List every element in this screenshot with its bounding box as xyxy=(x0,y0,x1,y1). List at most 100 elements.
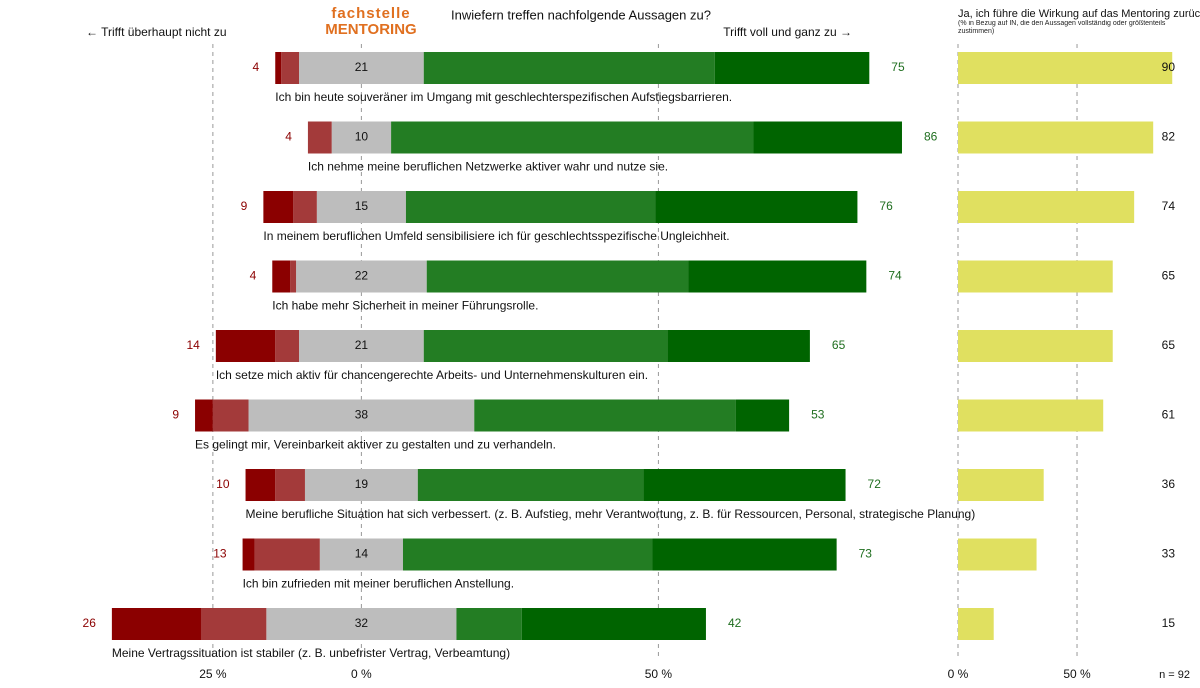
side-subtitle-box: (% in Bezug auf IN, die den Aussagen vol… xyxy=(958,20,1166,35)
statement: Ich nehme meine beruflichen Netzwerke ak… xyxy=(308,160,668,174)
disagree-label: 10 xyxy=(216,477,230,491)
left-label: ← Trifft überhaupt nicht zu xyxy=(86,25,227,39)
x-tick-label: 50 % xyxy=(1063,667,1091,681)
agree-label: 42 xyxy=(728,616,742,630)
bar-segment xyxy=(714,52,870,84)
bar-segment xyxy=(281,52,300,84)
agree-label: 53 xyxy=(811,408,825,422)
side-title: Ja, ich führe die Wirkung auf das Mentor… xyxy=(958,8,1200,20)
bar-segment xyxy=(212,399,249,432)
bar-segment xyxy=(655,191,858,223)
bar-segment xyxy=(753,121,902,154)
bar-segment xyxy=(304,469,418,501)
x-tick-label: 0 % xyxy=(948,667,969,681)
bar-segment xyxy=(426,260,689,293)
bar xyxy=(958,608,994,640)
agree-label: 72 xyxy=(868,477,882,491)
bar-segment xyxy=(266,608,457,640)
bar-segment xyxy=(643,469,846,501)
neutral-label: 14 xyxy=(355,547,369,561)
neutral-label: 21 xyxy=(355,60,369,74)
bar-segment xyxy=(263,191,294,223)
disagree-label: 4 xyxy=(253,60,260,74)
bar-segment xyxy=(215,330,276,362)
bar-segment xyxy=(195,399,213,432)
bar-segment xyxy=(296,260,427,293)
bar-segment xyxy=(652,538,837,571)
bar-segment xyxy=(299,330,424,362)
bar xyxy=(958,538,1037,571)
statement: Ich bin zufrieden mit meiner beruflichen… xyxy=(243,577,514,591)
disagree-label: 4 xyxy=(285,130,292,144)
bar-segment xyxy=(290,260,297,293)
disagree-label: 26 xyxy=(83,616,97,630)
x-tick-label: 50 % xyxy=(645,667,673,681)
agree-label: 65 xyxy=(832,338,846,352)
x-tick-label: 0 % xyxy=(351,667,372,681)
bar-segment xyxy=(521,608,706,640)
bar-segment xyxy=(735,399,790,432)
statement: Ich habe mehr Sicherheit in meiner Führu… xyxy=(272,299,538,313)
statement: In meinem beruflichen Umfeld sensibilisi… xyxy=(263,229,729,243)
value-label: 33 xyxy=(1162,547,1176,561)
statement: Ich setze mich aktiv für chancengerechte… xyxy=(216,368,648,382)
value-label: 65 xyxy=(1162,269,1176,283)
value-label: 82 xyxy=(1162,130,1176,144)
neutral-label: 38 xyxy=(355,408,369,422)
bar-segment xyxy=(275,52,282,84)
bar xyxy=(958,121,1154,154)
bar-segment xyxy=(667,330,810,362)
chart-title: Inwiefern treffen nachfolgende Aussagen … xyxy=(451,7,711,22)
bar-segment xyxy=(200,608,267,640)
bar-segment xyxy=(319,538,403,571)
bar-segment xyxy=(254,538,320,571)
bar-segment xyxy=(402,538,653,571)
statement: Ich bin heute souveräner im Umgang mit g… xyxy=(275,90,732,104)
agree-label: 73 xyxy=(859,547,873,561)
note: n = 92 xyxy=(1159,669,1190,681)
value-label: 65 xyxy=(1162,338,1176,352)
disagree-label: 14 xyxy=(186,338,200,352)
bar-segment xyxy=(405,191,656,223)
bar-segment xyxy=(111,608,201,640)
statement: Meine Vertragssituation ist stabiler (z.… xyxy=(112,646,510,660)
bar-segment xyxy=(275,469,305,501)
bar xyxy=(958,469,1044,501)
bar-segment xyxy=(688,260,867,293)
bar-segment xyxy=(474,399,736,432)
bar-segment xyxy=(456,608,522,640)
disagree-label: 9 xyxy=(172,408,179,422)
value-label: 74 xyxy=(1162,199,1176,213)
bar-segment xyxy=(417,469,644,501)
bar-segment xyxy=(316,191,406,223)
disagree-label: 4 xyxy=(250,269,257,283)
neutral-label: 22 xyxy=(355,269,369,283)
neutral-label: 19 xyxy=(355,477,369,491)
disagree-label: 9 xyxy=(241,199,248,213)
bar-segment xyxy=(245,469,276,501)
value-label: 15 xyxy=(1162,616,1176,630)
right-label: Trifft voll und ganz zu → xyxy=(723,25,852,39)
bar-segment xyxy=(423,52,715,84)
agree-label: 86 xyxy=(924,130,938,144)
side-subtitle: (% in Bezug auf IN, die den Aussagen vol… xyxy=(958,20,1166,35)
agree-label: 76 xyxy=(879,199,893,213)
bar xyxy=(958,191,1135,223)
bar-segment xyxy=(242,538,255,571)
bar-segment xyxy=(423,330,668,362)
bar-segment xyxy=(391,121,754,154)
disagree-label: 13 xyxy=(213,547,227,561)
bar-segment xyxy=(248,399,475,432)
bar-segment xyxy=(307,121,332,154)
logo-bottom: MENTORING xyxy=(325,21,416,38)
bar xyxy=(958,399,1104,432)
bar-segment xyxy=(299,52,424,84)
neutral-label: 32 xyxy=(355,616,369,630)
value-label: 61 xyxy=(1162,408,1176,422)
bar xyxy=(958,260,1113,293)
x-tick-label: 25 % xyxy=(199,667,227,681)
statement: Meine berufliche Situation hat sich verb… xyxy=(246,507,976,521)
bar-segment xyxy=(331,121,392,154)
neutral-label: 10 xyxy=(355,130,369,144)
